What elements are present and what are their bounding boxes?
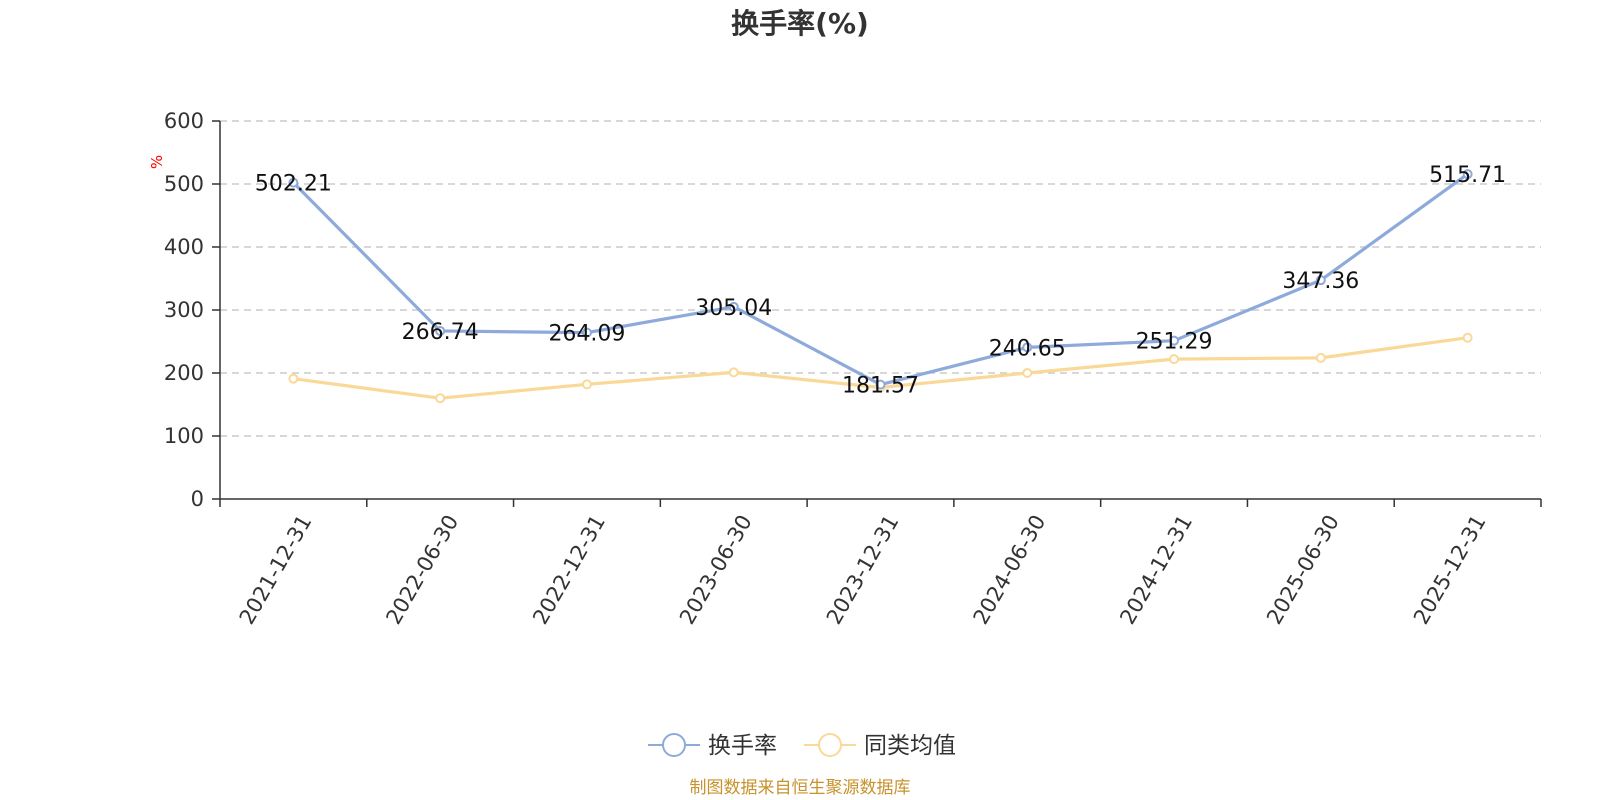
turnover-point (1022, 342, 1033, 353)
data-label: 502.21 (255, 172, 332, 197)
y-tick-label: 100 (164, 424, 204, 448)
data-label: 515.71 (1429, 163, 1506, 188)
legend-item-peer-average: 同类均值 (864, 733, 956, 759)
x-tick-label: 2022-06-30 (381, 511, 463, 629)
y-tick-label: 400 (164, 235, 204, 259)
data-label: 264.09 (548, 322, 625, 347)
x-tick-label: 2024-12-31 (1115, 511, 1197, 629)
turnover-point (435, 325, 446, 336)
turnover-point (288, 177, 299, 188)
data-label: 181.57 (842, 374, 919, 399)
legend-marker-icon (662, 733, 686, 757)
turnover-point (1315, 275, 1326, 286)
turnover-point (728, 301, 739, 312)
x-tick-label: 2023-12-31 (822, 511, 904, 629)
data-source-note: 制图数据来自恒生聚源数据库 (690, 778, 911, 798)
legend[interactable]: 换手率 同类均值 (648, 733, 956, 759)
y-tick-label: 200 (164, 361, 204, 385)
peer-average-point (1169, 354, 1180, 365)
x-tick-label: 2025-12-31 (1409, 511, 1491, 629)
peer-average-point (435, 393, 446, 404)
chart-title: 换手率(%) (731, 7, 869, 40)
grid-lines (220, 120, 1541, 437)
data-label: 305.04 (695, 296, 772, 321)
peer-average-point (728, 367, 739, 378)
series-lines (288, 169, 1473, 404)
x-tick-label: 2022-12-31 (528, 511, 610, 629)
turnover-point (875, 379, 886, 390)
peer-average-point (581, 379, 592, 390)
peer-average-point (288, 373, 299, 384)
peer-average-point (1462, 332, 1473, 343)
legend-item-turnover: 换手率 (708, 733, 777, 759)
turnover-point (1169, 335, 1180, 346)
y-tick-label: 500 (164, 172, 204, 196)
x-tick-label: 2021-12-31 (235, 511, 317, 629)
y-tick-label: 0 (191, 487, 204, 511)
data-label: 347.36 (1282, 269, 1359, 294)
y-tick-label: 600 (164, 109, 204, 133)
x-tick-label: 2025-06-30 (1262, 511, 1344, 629)
turnover-point (1462, 169, 1473, 180)
y-axis-unit: % (148, 155, 166, 169)
y-tick-label: 300 (164, 298, 204, 322)
data-labels: 502.21 266.74 264.09 305.04 181.57 240.65 251.… (255, 163, 1506, 399)
data-label: 240.65 (989, 336, 1066, 361)
turnover-point (581, 327, 592, 338)
legend-marker-icon (818, 733, 842, 757)
peer-average-point (1022, 368, 1033, 378)
peer-average-point (1315, 352, 1326, 363)
data-label: 251.29 (1136, 330, 1213, 355)
x-tick-label: 2024-06-30 (969, 511, 1051, 629)
data-label: 266.74 (402, 320, 479, 345)
x-tick-label: 2023-06-30 (675, 511, 757, 629)
